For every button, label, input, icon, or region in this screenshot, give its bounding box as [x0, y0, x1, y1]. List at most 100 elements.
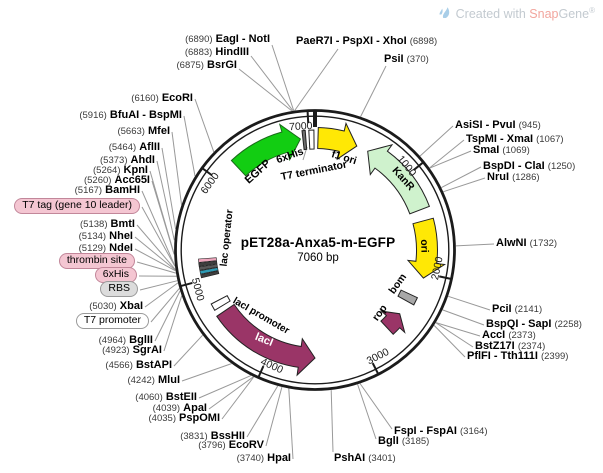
feature-bom: [397, 289, 419, 306]
enzyme-name: BstAPI: [135, 359, 172, 371]
enzyme-label-MluI: (4242) MluI: [127, 374, 180, 387]
enzyme-position: (5663): [117, 126, 145, 137]
enzyme-label-AlwNI: AlwNI (1732): [496, 237, 557, 250]
enzyme-label-SgrAI: (4923) SgrAI: [102, 344, 162, 357]
enzyme-position: (4035): [148, 413, 176, 424]
enzyme-label-PaeR7I-PspXI-XhoI: PaeR7I - PspXI - XhoI (6898): [296, 35, 437, 48]
enzyme-position: (2141): [514, 304, 543, 315]
enzyme-position: (3740): [236, 453, 265, 464]
enzyme-position: (1732): [529, 238, 558, 249]
enzyme-label-BmtI: (5138) BmtI: [80, 218, 135, 231]
enzyme-label-BsrGI: (6875) BsrGI: [177, 59, 238, 72]
feature-expression-element-stack-0: [198, 257, 217, 263]
enzyme-label-BglII: (4964) BglII: [99, 334, 153, 347]
enzyme-position: (4242): [127, 375, 155, 386]
enzyme-position: (370): [406, 54, 429, 65]
enzyme-position: (6883): [184, 47, 213, 58]
enzyme-position: (5134): [78, 231, 107, 242]
enzyme-position: (6898): [409, 36, 438, 47]
enzyme-name: AflII: [139, 141, 160, 153]
feature-callout-T7-promoter: T7 promoter: [75, 313, 149, 329]
feature-callout-label: thrombin site: [66, 254, 127, 266]
feature-callout-RBS: RBS: [100, 281, 138, 297]
enzyme-label-BglI: BglI (3185): [378, 435, 429, 448]
enzyme-position: (1069): [502, 145, 530, 156]
enzyme-label-NruI: NruI (1286): [487, 171, 540, 184]
enzyme-position: (5464): [108, 142, 137, 153]
enzyme-name: XbaI: [119, 300, 143, 312]
enzyme-name: EcoRI: [161, 92, 193, 104]
feature-label-ori: ori: [418, 239, 430, 253]
enzyme-position: (4060): [135, 392, 163, 403]
leader-lines: [134, 44, 495, 460]
enzyme-label-BspDI-ClaI: BspDI - ClaI (1250): [483, 160, 575, 173]
enzyme-position: (6160): [131, 93, 159, 104]
enzyme-position: (5260): [83, 175, 112, 186]
enzyme-name: PciI: [492, 303, 512, 315]
enzyme-name: EagI - NotI: [215, 33, 270, 45]
enzyme-position: (5916): [79, 110, 107, 121]
feature-f1-ori: [317, 121, 358, 161]
enzyme-label-BspQI-SapI: BspQI - SapI (2258): [486, 318, 582, 331]
enzyme-label-AflII: (5464) AflII: [109, 141, 160, 154]
feature-rop: [379, 310, 406, 336]
enzyme-name: AccI: [482, 329, 506, 341]
brand-gene: Gene: [558, 7, 590, 22]
enzyme-name: NdeI: [109, 242, 133, 254]
enzyme-position: (3796): [198, 440, 226, 451]
enzyme-label-HpaI: (3740) HpaI: [237, 452, 291, 465]
enzyme-name: BspDI - ClaI: [483, 160, 545, 172]
enzyme-label-EcoRI: (6160) EcoRI: [131, 92, 193, 105]
enzyme-label-AccI: AccI (2373): [482, 329, 536, 342]
enzyme-label-PflFI-Tth111I: PflFI - Tth111I (2399): [467, 350, 568, 363]
svg-text:5000: 5000: [189, 277, 207, 303]
feature-callout-label: RBS: [108, 282, 130, 294]
watermark-text: Created with SnapGene®: [455, 6, 595, 22]
enzyme-position: (945): [518, 120, 541, 131]
enzyme-position: (2258): [554, 319, 582, 330]
brand-snap: Snap: [529, 7, 559, 22]
enzyme-name: BsrGI: [207, 59, 237, 71]
enzyme-name: MfeI: [148, 125, 170, 137]
enzyme-label-PspOMI: (4035) PspOMI: [149, 412, 220, 425]
enzyme-name: BspQI - SapI: [486, 318, 552, 330]
feature-EGFP: [230, 123, 302, 177]
enzyme-name: BstEII: [165, 391, 197, 403]
enzyme-position: (2399): [540, 351, 569, 362]
enzyme-name: PsiI: [384, 53, 404, 65]
enzyme-label-AhdI: (5373) AhdI: [100, 154, 155, 167]
enzyme-label-PsiI: PsiI (370): [384, 53, 429, 66]
enzyme-name: BfuAI - BspMI: [109, 109, 182, 121]
registered-mark: ®: [589, 6, 595, 16]
enzyme-label-AsiSI-PvuI: AsiSI - PvuI (945): [455, 119, 541, 132]
enzyme-position: (5167): [74, 185, 103, 196]
enzyme-position: (1286): [512, 172, 540, 183]
enzyme-name: HpaI: [267, 452, 291, 464]
enzyme-label-BstEII: (4060) BstEII: [135, 391, 197, 404]
enzyme-name: AhdI: [130, 154, 155, 166]
feature-KanR: [367, 143, 431, 215]
enzyme-position: (5030): [89, 301, 117, 312]
enzyme-position: (5129): [78, 243, 107, 254]
feature-expression-element-stack-3: [199, 267, 219, 275]
enzyme-name: BglII: [129, 334, 153, 346]
feature-T7-terminator: [308, 129, 315, 150]
enzyme-label-BamHI: (5167) BamHI: [75, 184, 140, 197]
plasmid-name: pET28a-Anxa5-m-EGFP: [240, 235, 396, 250]
feature-expression-element-stack-2: [198, 263, 218, 271]
enzyme-name: EcoRV: [228, 439, 264, 451]
plasmid-title-block: pET28a-Anxa5-m-EGFP 7060 bp: [207, 235, 429, 264]
enzyme-name: AlwNI: [496, 237, 527, 249]
enzyme-name: SmaI: [473, 144, 500, 156]
enzyme-label-EcoRV: (3796) EcoRV: [198, 439, 264, 452]
enzyme-name: SgrAI: [132, 344, 162, 356]
enzyme-label-TspMI-XmaI: TspMI - XmaI (1067): [466, 133, 564, 146]
enzyme-position: (4923): [102, 345, 130, 356]
feature-6xHis-tag: [301, 129, 308, 151]
enzyme-name: Acc65I: [114, 174, 150, 186]
enzyme-name: FspI - FspAI: [394, 425, 457, 437]
enzyme-label-SmaI: SmaI (1069): [473, 144, 530, 157]
enzyme-name: PflFI - Tth111I: [467, 350, 538, 362]
